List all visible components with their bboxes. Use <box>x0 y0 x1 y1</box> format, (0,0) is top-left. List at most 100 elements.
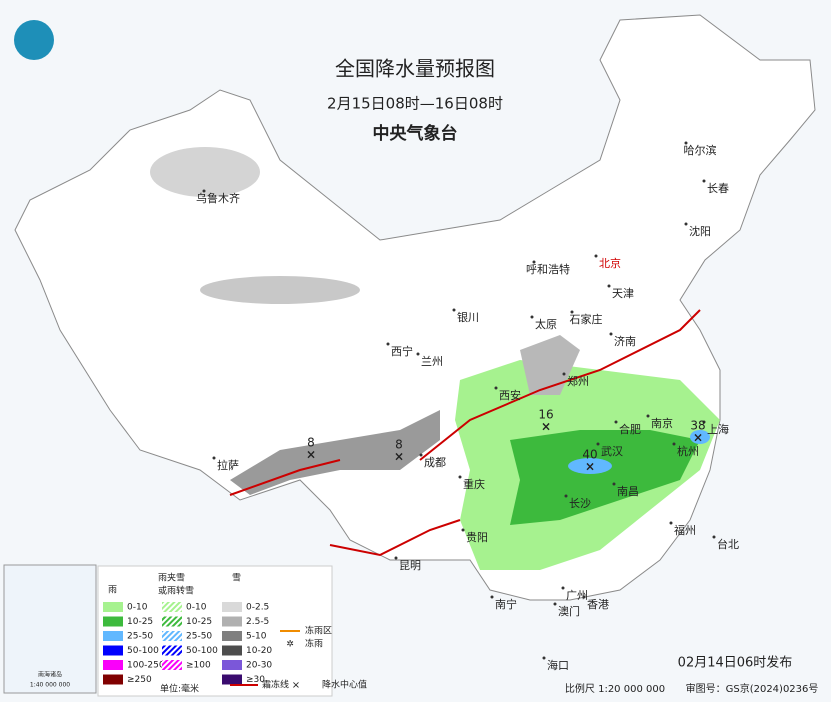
legend-label: 10-25 <box>127 617 153 627</box>
scale: 比例尺 1:20 000 000 <box>565 682 665 695</box>
legend-swatch <box>103 660 123 670</box>
city-label: 长春 <box>707 182 729 195</box>
legend-swatch <box>162 660 182 670</box>
city-dot <box>416 352 420 356</box>
snow-area <box>230 410 440 495</box>
legend-label: 0-2.5 <box>246 603 269 613</box>
city-label: 石家庄 <box>570 312 603 326</box>
legend-swatch <box>222 645 242 656</box>
city-label: 贵阳 <box>466 531 488 544</box>
city-dot <box>582 595 586 599</box>
city-dot <box>594 254 598 258</box>
city-label: 拉萨 <box>217 458 239 472</box>
city-dot <box>672 442 676 446</box>
city-label: 澳门 <box>558 604 580 618</box>
center-value: 8 <box>395 438 403 452</box>
city-dot <box>612 482 616 486</box>
city-label: 台北 <box>717 537 739 551</box>
city-label: 南宁 <box>495 597 517 611</box>
approval-number: 审图号：GS京(2024)0236号 <box>686 682 819 695</box>
city-dot <box>684 222 688 226</box>
inset-scale: 1:40 000 000 <box>30 682 70 689</box>
center-marker: × <box>306 448 316 462</box>
legend-title: 雪 <box>232 573 241 584</box>
legend-swatch <box>103 631 123 641</box>
city-dot <box>646 414 650 418</box>
city-dot <box>609 332 613 336</box>
city-dot <box>712 535 716 539</box>
legend-label: ≥30 <box>246 675 265 685</box>
city-label: 合肥 <box>619 422 641 436</box>
city-label: 乌鲁木齐 <box>196 191 240 205</box>
city-label: 兰州 <box>421 355 443 368</box>
legend-symbol-label: 霜冻线 <box>262 679 289 691</box>
city-dot <box>461 528 465 532</box>
city-dot <box>614 420 618 424</box>
city-label: 昆明 <box>399 559 421 572</box>
legend-swatch <box>103 602 123 612</box>
legend-swatch <box>162 631 182 641</box>
city-label: 重庆 <box>463 477 485 491</box>
inset-map <box>3 564 97 694</box>
legend-title: 或雨转雪 <box>158 585 194 597</box>
city-dot <box>386 342 390 346</box>
center-value: 38 <box>690 419 705 433</box>
city-label: 上海 <box>707 422 729 436</box>
city-label: 郑州 <box>567 374 589 388</box>
legend-label: 5-10 <box>246 632 267 642</box>
city-dot <box>458 475 462 479</box>
legend-label: 2.5-5 <box>246 617 269 627</box>
city-dot <box>394 556 398 560</box>
city-label: 济南 <box>614 334 636 348</box>
period: 2月15日08时—16日08时 <box>327 95 503 113</box>
city-dot <box>702 420 706 424</box>
city-dot <box>702 179 706 183</box>
center-marker: × <box>394 450 404 464</box>
rain-area-heavy <box>690 430 710 444</box>
legend-label: 10-25 <box>186 617 212 627</box>
city-label: 广州 <box>566 589 588 602</box>
city-dot <box>530 315 534 319</box>
frost-line <box>419 309 701 461</box>
city-label: 西安 <box>499 388 521 402</box>
city-label: 杭州 <box>677 444 699 458</box>
legend-swatch <box>162 616 182 627</box>
center-value: 40 <box>582 448 597 462</box>
center-marker: × <box>693 431 703 445</box>
legend-label: 100-250 <box>127 661 165 671</box>
legend-unit: 单位:毫米 <box>160 683 199 695</box>
city-label: 福州 <box>674 523 696 537</box>
legend-swatch <box>162 645 182 656</box>
city-label: 南昌 <box>617 485 639 498</box>
legend-title: 雨 <box>108 585 117 596</box>
city-dot <box>564 494 568 498</box>
snow-area <box>200 276 360 304</box>
legend-label: ≥250 <box>127 675 152 685</box>
snow-area <box>150 147 260 197</box>
issuer: 中央气象台 <box>373 123 458 144</box>
city-dot <box>419 453 423 457</box>
snow-area <box>520 335 580 395</box>
legend-swatch <box>103 616 123 627</box>
city-label: 天津 <box>612 287 634 300</box>
legend-label: 25-50 <box>186 632 212 642</box>
title: 全国降水量预报图 <box>335 57 495 81</box>
legend-swatch <box>162 602 182 612</box>
city-dot <box>570 310 574 314</box>
city-label: 成都 <box>424 456 446 469</box>
center-value: 8 <box>307 436 315 450</box>
city-dot <box>553 602 557 606</box>
legend-title: 雨夹雪 <box>158 572 185 584</box>
city-label: 北京 <box>599 256 621 270</box>
issued-time: 02月14日06时发布 <box>678 655 793 671</box>
legend-label: 0-10 <box>127 603 148 613</box>
legend-swatch <box>222 660 242 670</box>
city-label: 海口 <box>547 658 569 672</box>
city-dot <box>669 521 673 525</box>
city-label: 香港 <box>587 598 609 611</box>
city-label: 南京 <box>651 416 673 430</box>
legend-label: 0-10 <box>186 603 207 613</box>
city-dot <box>494 386 498 390</box>
legend-label: 50-100 <box>127 646 159 656</box>
